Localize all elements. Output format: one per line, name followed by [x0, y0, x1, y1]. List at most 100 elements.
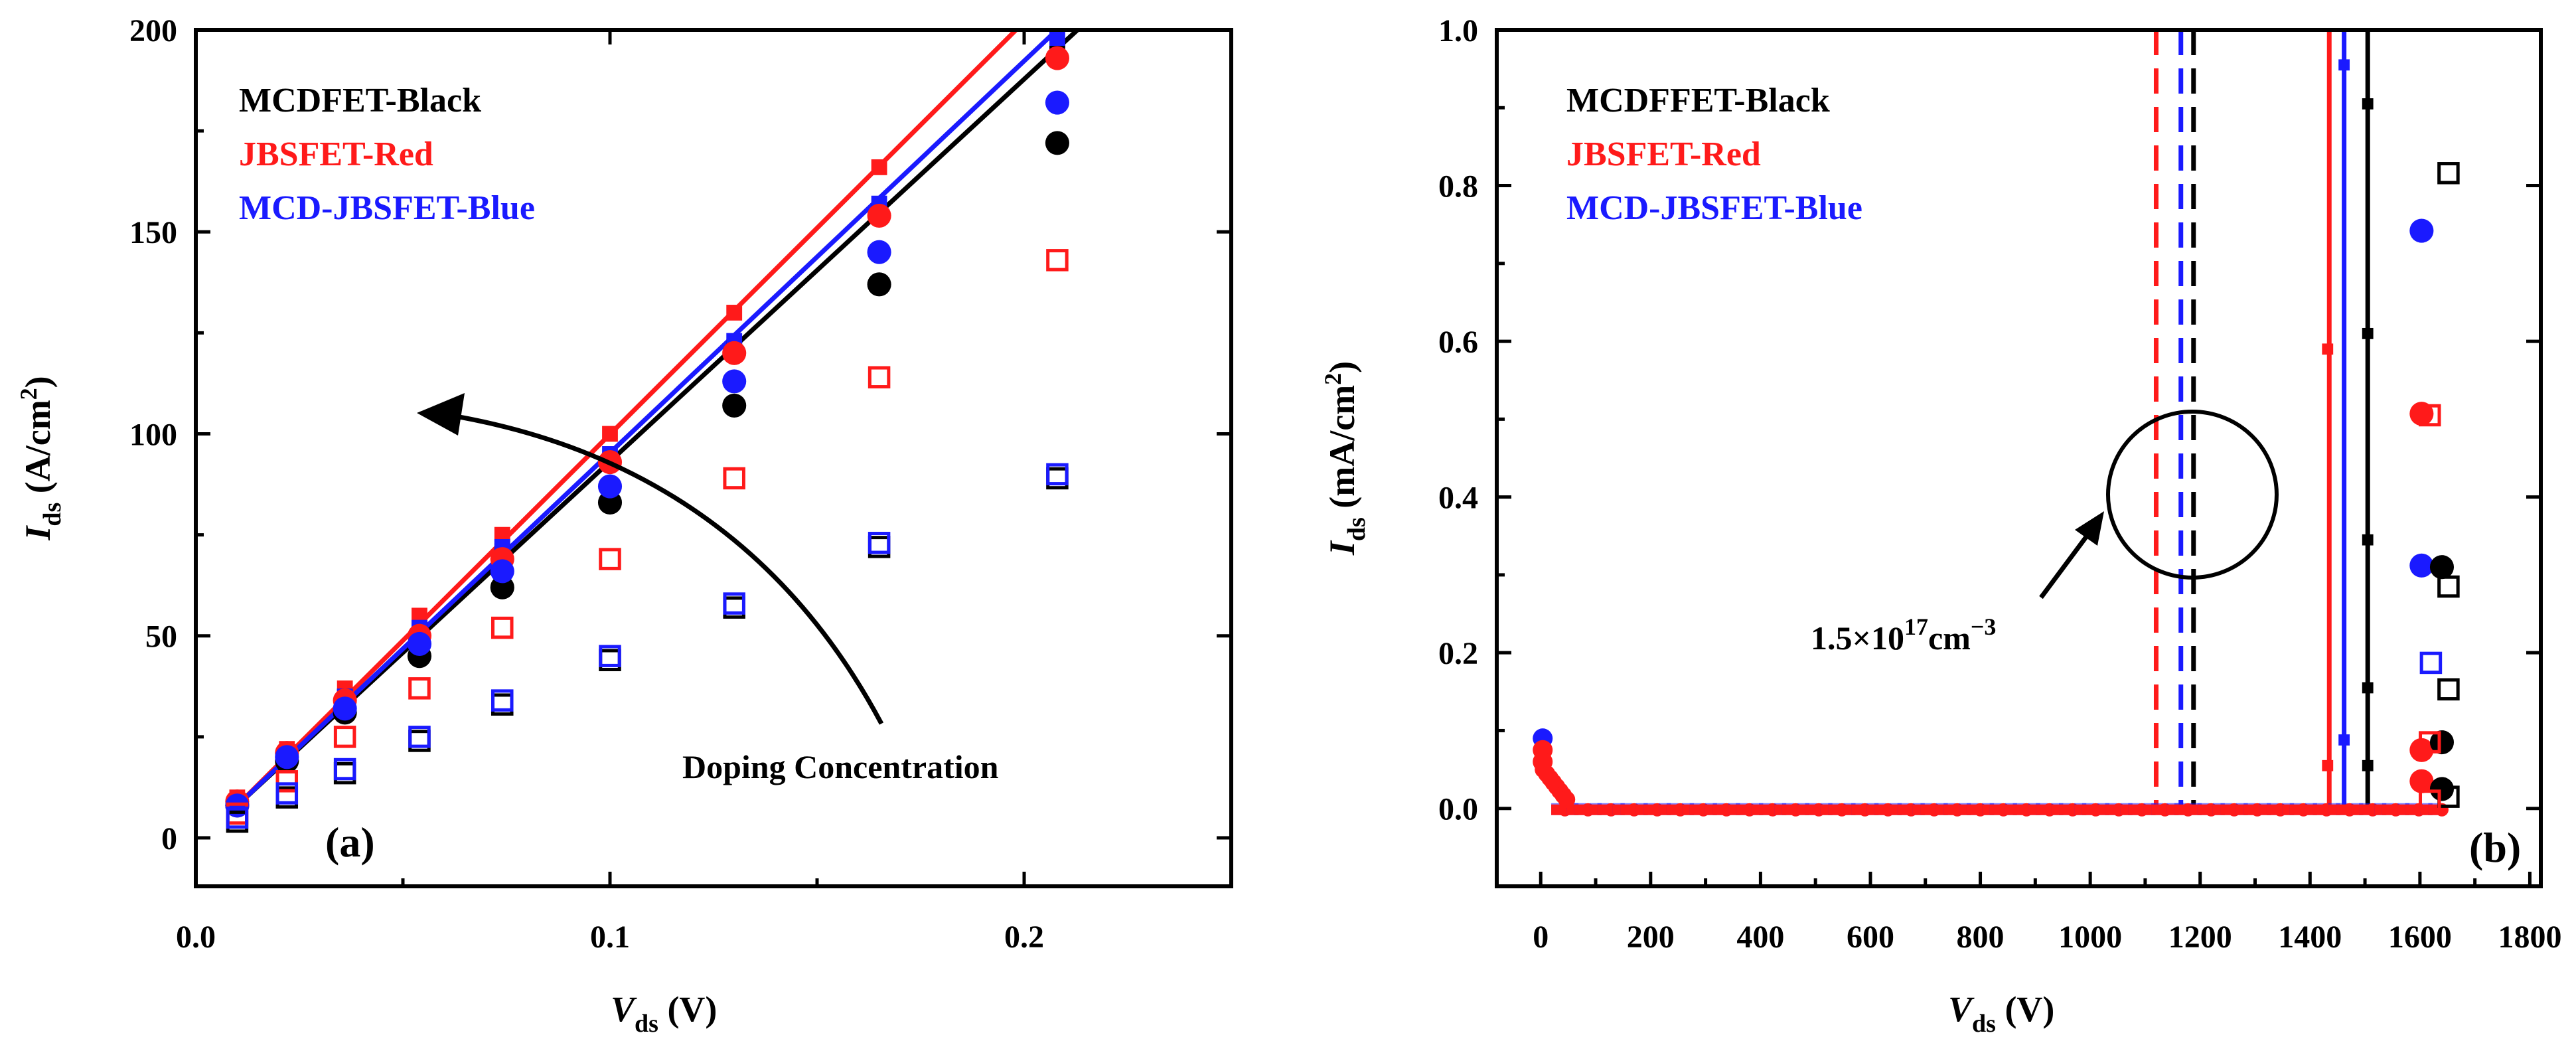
data-point: [2362, 327, 2374, 339]
y-tick-label: 50: [145, 619, 177, 655]
data-point: [2409, 553, 2434, 578]
x-tick-label: 200: [1627, 920, 1675, 955]
y-axis-label-close: ): [18, 376, 58, 388]
data-point: [867, 240, 891, 264]
data-point: [2419, 651, 2443, 675]
y-axis-label-unit: (mA/cm: [1322, 385, 1362, 517]
panel-a: 0.0 0.1 0.2 0 50 100 150 200 MCDFET-Black JBSFET-…: [15, 10, 1233, 1038]
data-point: [1049, 10, 1065, 26]
x-tick-label: 600: [1847, 920, 1894, 955]
data-point: [722, 393, 747, 418]
data-point: [275, 770, 299, 793]
data-point: [2362, 98, 2374, 110]
plot-frame: [1495, 28, 2543, 888]
data-markers: [225, 10, 1069, 833]
x-axis-label-main: V: [611, 989, 637, 1029]
data-point: [867, 272, 891, 297]
data-point: [1046, 249, 1069, 272]
data-point: [2437, 678, 2460, 701]
data-point: [723, 467, 745, 490]
data-point: [491, 616, 514, 639]
fit-line: [235, 30, 1061, 807]
data-point: [2419, 789, 2441, 812]
data-point: [867, 203, 891, 228]
data-point: [2437, 162, 2460, 185]
legend-entry: JBSFET-Red: [1566, 135, 1761, 173]
y-tick-label: 200: [129, 13, 177, 48]
x-axis-label-main: V: [1948, 989, 1975, 1029]
data-point: [1045, 90, 1069, 115]
x-tick-label: 1000: [2058, 920, 2122, 955]
y-tick-label: 0: [161, 821, 177, 856]
data-point: [494, 526, 510, 543]
y-axis-label-sup: 2: [1320, 373, 1346, 385]
data-point: [599, 645, 621, 667]
panel-label: (a): [325, 819, 375, 866]
data-point: [599, 548, 621, 570]
y-axis-label-close: ): [1322, 361, 1362, 373]
arrow-curve: [447, 412, 884, 725]
data-point: [2409, 218, 2434, 243]
y-axis-label: Ids (A/cm2): [15, 376, 66, 540]
data-point: [2419, 404, 2441, 427]
annotation-arrow-shaft: [2039, 530, 2091, 600]
data-point: [722, 341, 747, 365]
x-tick-label: 1400: [2278, 920, 2342, 955]
data-point: [2322, 760, 2334, 771]
fit-line: [236, 30, 1081, 807]
x-tick-label: 0.0: [176, 920, 216, 955]
x-axis-label: Vds (V): [1948, 989, 2054, 1038]
data-point: [1045, 131, 1069, 155]
y-axis-label-sub: ds: [1343, 517, 1371, 541]
y-axis-label-sub: ds: [38, 503, 66, 526]
data-point: [2409, 769, 2434, 793]
doping-arrow: [417, 393, 884, 725]
legend-entry: MCD-JBSFET-Blue: [1566, 189, 1862, 227]
x-tick-label: 1200: [2168, 920, 2232, 955]
fit-lines: [235, 30, 1081, 807]
y-axis-label-sup: 2: [15, 388, 42, 400]
legend-entry: JBSFET-Red: [239, 135, 433, 173]
y-tick-label: 0.6: [1438, 325, 1478, 360]
y-axis-label: Ids (mA/cm2): [1320, 361, 1371, 556]
data-point: [2437, 575, 2460, 598]
doping-annotation: Doping Concentration: [682, 748, 999, 785]
fit-line: [235, 30, 1020, 807]
x-axis-label-sub: ds: [635, 1010, 658, 1038]
data-point: [602, 426, 618, 442]
annotation-unit: cm: [1928, 619, 1971, 657]
data-point: [2338, 734, 2350, 746]
data-point: [412, 607, 427, 624]
y-tick-label: 0.4: [1438, 481, 1478, 516]
data-point: [491, 689, 514, 712]
data-point: [868, 532, 891, 554]
y-tick-label: 150: [129, 215, 177, 250]
data-point: [597, 474, 623, 499]
x-tick-label: 1600: [2388, 920, 2452, 955]
x-tick-label: 1800: [2498, 920, 2561, 955]
x-tick-label: 0: [1533, 920, 1549, 955]
y-tick-label: 0.2: [1438, 636, 1478, 671]
data-point: [2338, 59, 2350, 71]
x-tick-label: 0.1: [590, 920, 630, 955]
plot-frame: [194, 28, 1233, 888]
data-point: [1046, 463, 1069, 486]
x-tick-label: 0.2: [1004, 920, 1044, 955]
data-point: [2362, 534, 2374, 546]
legend-entry: MCD-JBSFET-Blue: [239, 189, 535, 227]
data-point: [408, 677, 431, 700]
data-point: [723, 592, 745, 615]
data-point: [407, 631, 432, 656]
data-point: [2362, 682, 2374, 694]
x-tick-label: 400: [1736, 920, 1784, 955]
legend-entry: MCDFET-Black: [239, 82, 481, 120]
x-axis-label-sub: ds: [1972, 1010, 1996, 1038]
data-point: [868, 366, 891, 389]
data-point: [2362, 760, 2374, 771]
panel-label: (b): [2469, 824, 2521, 871]
y-axis-label-main: I: [18, 525, 58, 541]
data-point: [333, 696, 357, 721]
x-axis-label-unit: (V): [658, 989, 717, 1029]
data-point: [2429, 730, 2455, 755]
